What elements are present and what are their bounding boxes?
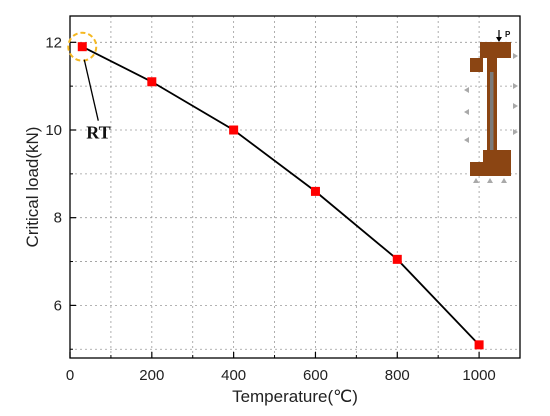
data-point [77, 42, 87, 52]
support-bottom [487, 178, 493, 183]
x-axis-label: Temperature(℃) [232, 387, 358, 406]
x-tick-label: 1000 [462, 367, 495, 384]
y-tick-label: 6 [54, 297, 62, 314]
y-tick-label: 8 [54, 210, 62, 227]
x-tick-label: 200 [139, 367, 164, 384]
x-tick-label: 600 [303, 367, 328, 384]
load-label: P [505, 30, 511, 39]
x-tick-label: 400 [221, 367, 246, 384]
y-tick-label: 10 [45, 122, 62, 139]
data-point [310, 186, 320, 196]
rt-annotation: RT [67, 31, 111, 143]
support-bottom [473, 178, 479, 183]
support-bottom [501, 178, 507, 183]
support-left [464, 87, 469, 93]
specimen-web [490, 72, 494, 150]
y-axis-label: Critical load(kN) [23, 127, 42, 248]
support-left [464, 109, 469, 115]
plot-frame [69, 15, 521, 359]
highlight-circle [67, 31, 98, 62]
support-right [513, 83, 518, 89]
data-point [474, 340, 484, 350]
support-right [513, 53, 518, 59]
axis-ticks: 0 200 400 600 800 1000 6 8 10 12 [45, 34, 495, 384]
x-tick-label: 800 [385, 367, 410, 384]
y-tick-label: 12 [45, 34, 62, 51]
specimen-inset: P [464, 30, 518, 183]
series-line [81, 45, 480, 346]
annotation-leader [83, 59, 99, 121]
rt-label: RT [86, 123, 110, 143]
support-right [513, 103, 518, 109]
grid-lines [70, 16, 520, 358]
series-group [77, 42, 484, 350]
support-right [513, 129, 518, 135]
load-arrowhead [496, 37, 502, 42]
data-point [147, 77, 157, 87]
x-tick-label: 0 [66, 367, 74, 384]
support-left [464, 137, 469, 143]
data-point [229, 125, 239, 135]
data-point [392, 254, 402, 264]
